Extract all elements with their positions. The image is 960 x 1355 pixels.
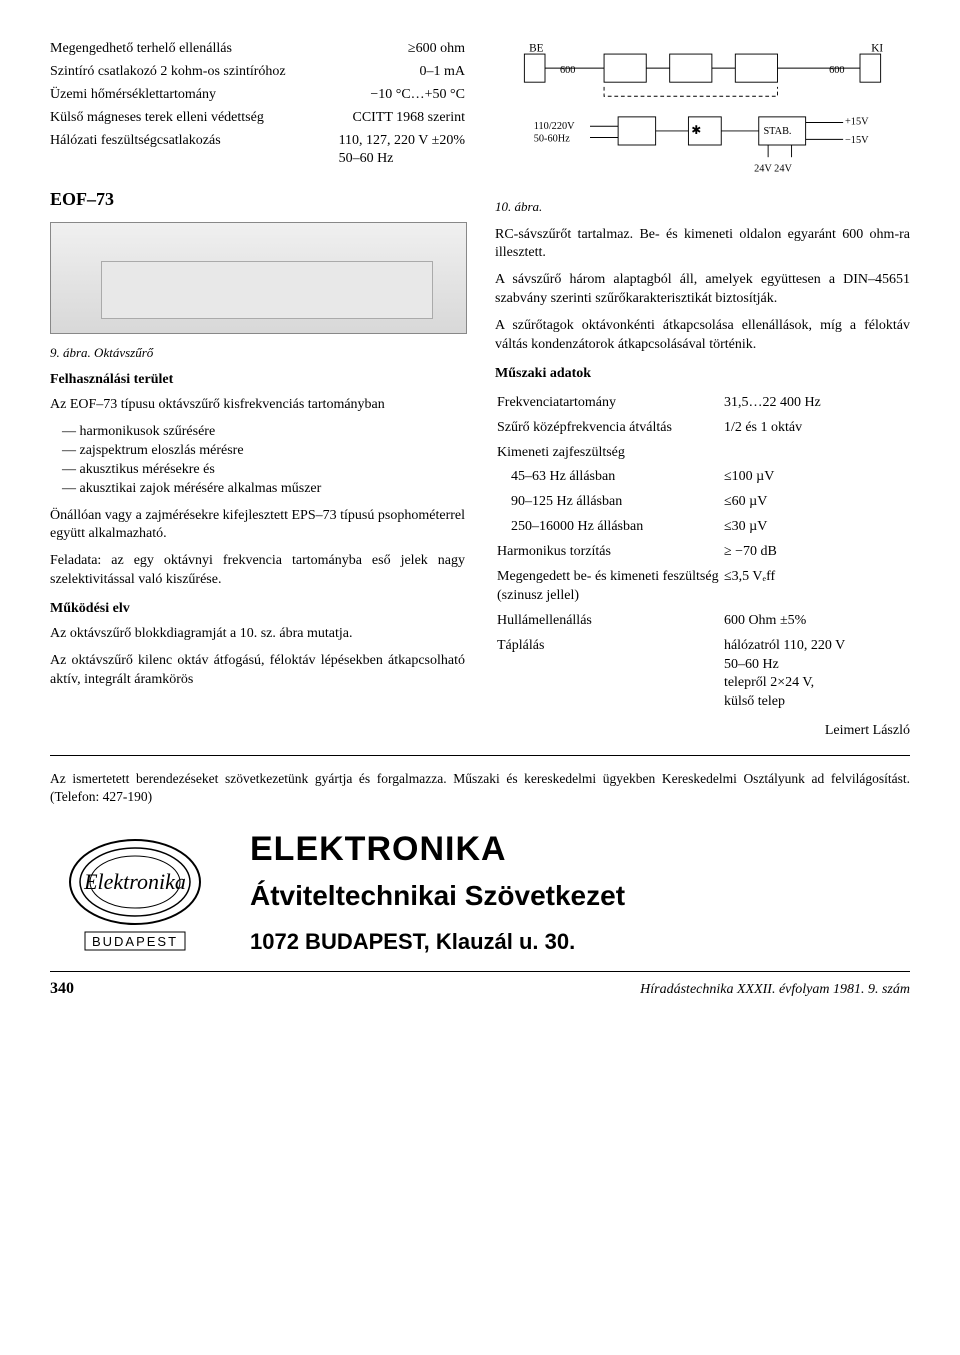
spec-key: 90–125 Hz állásban — [497, 491, 722, 514]
figure-caption: 9. ábra. Oktávszűrő — [50, 344, 465, 362]
section-heading: Működési elv — [50, 600, 465, 619]
paragraph: Feladata: az egy oktávnyi frekvencia tar… — [50, 552, 465, 590]
paragraph: Az oktávszűrő kilenc oktáv átfogású, fél… — [50, 652, 465, 690]
spec-key: 250–16000 Hz állásban — [497, 516, 722, 539]
label-600r: 600 — [829, 65, 844, 76]
logo-city: BUDAPEST — [92, 934, 178, 949]
spec-key: Frekvenciatartomány — [497, 392, 722, 415]
spec-key: 45–63 Hz állásban — [497, 466, 722, 489]
ad-line1: ELEKTRONIKA — [250, 827, 625, 873]
spec-val: ≤30 µV — [724, 516, 908, 539]
label-stab: STAB. — [763, 126, 791, 137]
label-hz: 50-60Hz — [534, 133, 570, 144]
label-ki: KI — [871, 42, 883, 54]
spec-label: Szintíró csatlakozó 2 kohm-os szintíróho… — [50, 63, 410, 82]
label-be: BE — [529, 42, 544, 54]
spec-val: 1/2 és 1 oktáv — [724, 417, 908, 440]
section-heading: Felhasználási terület — [50, 371, 465, 390]
list-item: harmonikusok szűrésére — [62, 423, 465, 442]
spec-value: 0–1 mA — [410, 63, 466, 82]
spec-key: Harmonikus torzítás — [497, 541, 722, 564]
spec-key: Megengedett be- és kimeneti feszültség (… — [497, 566, 722, 608]
list-item: akusztikai zajok mérésére alkalmas műsze… — [62, 480, 465, 499]
spec-list: Megengedhető terhelő ellenállás≥600 ohm … — [50, 40, 465, 169]
spec-key: Hullámellenállás — [497, 610, 722, 633]
label-m15: −15V — [845, 135, 869, 146]
model-heading: EOF–73 — [50, 187, 465, 211]
spec-key: Szűrő középfrekvencia átváltás — [497, 417, 722, 440]
logo-icon: Elektronika BUDAPEST — [50, 827, 220, 957]
author-name: Leimert László — [495, 722, 910, 741]
divider — [50, 755, 910, 756]
ad-line3: 1072 BUDAPEST, Klauzál u. 30. — [250, 927, 625, 957]
ad-line2: Átviteltechnikai Szövetkezet — [250, 877, 625, 915]
list-item: zajspektrum eloszlás mérésre — [62, 442, 465, 461]
spec-value: CCITT 1968 szerint — [342, 109, 465, 128]
paragraph: Az oktávszűrő blokkdiagramját a 10. sz. … — [50, 625, 465, 644]
paragraph: RC-sávszűrőt tartalmaz. Be- és kimeneti … — [495, 226, 910, 264]
spec-val: 600 Ohm ±5% — [724, 610, 908, 633]
feature-list: harmonikusok szűrésére zajspektrum elosz… — [50, 423, 465, 499]
logo-script: Elektronika — [83, 869, 186, 894]
label-24v: 24V 24V — [754, 163, 792, 174]
page-number: 340 — [50, 978, 74, 1000]
device-photo — [50, 222, 467, 334]
spec-key: Kimeneti zajfeszültség — [497, 442, 722, 465]
spec-value: 110, 127, 220 V ±20% 50–60 Hz — [329, 132, 465, 170]
advertisement: Elektronika BUDAPEST ELEKTRONIKA Átvitel… — [50, 827, 910, 957]
spec-val: ≤100 µV — [724, 466, 908, 489]
spec-label: Üzemi hőmérséklettartomány — [50, 86, 360, 105]
spec-label: Megengedhető terhelő ellenállás — [50, 40, 398, 59]
spec-val: ≤3,5 Vₑff — [724, 566, 908, 608]
spec-key: Táplálás — [497, 635, 722, 715]
spec-label: Hálózati feszültségcsatlakozás — [50, 132, 329, 170]
spec-val: 31,5…22 400 Hz — [724, 392, 908, 415]
spec-val: ≤60 µV — [724, 491, 908, 514]
journal-ref: Híradástechnika XXXII. évfolyam 1981. 9.… — [640, 981, 910, 1000]
spec-value: ≥600 ohm — [398, 40, 465, 59]
spec-val: ≥ −70 dB — [724, 541, 908, 564]
block-diagram: BE KI 600 600 110/220V 50-60Hz — [495, 40, 910, 190]
spec-value: −10 °C…+50 °C — [360, 86, 465, 105]
label-in: 110/220V — [534, 121, 575, 132]
label-p15: +15V — [845, 116, 869, 127]
label-600l: 600 — [560, 65, 575, 76]
diode-icon: ✱ — [691, 123, 701, 137]
footer-note: Az ismertetett berendezéseket szövetkeze… — [50, 770, 910, 806]
spec-label: Külső mágneses terek elleni védettség — [50, 109, 342, 128]
paragraph: A szűrőtagok oktávonkénti átkapcsolása e… — [495, 317, 910, 355]
spec-val — [724, 442, 908, 465]
paragraph: Az EOF–73 típusu oktávszűrő kisfrekvenci… — [50, 396, 465, 415]
paragraph: A sávszűrő három alaptagból áll, amelyek… — [495, 271, 910, 309]
figure-caption: 10. ábra. — [495, 198, 910, 216]
tech-spec-table: Frekvenciatartomány31,5…22 400 Hz Szűrő … — [495, 390, 910, 716]
spec-val: hálózatról 110, 220 V 50–60 Hz telepről … — [724, 635, 908, 715]
section-heading: Műszaki adatok — [495, 365, 910, 384]
list-item: akusztikus mérésekre és — [62, 461, 465, 480]
paragraph: Önállóan vagy a zajmérésekre kifejleszte… — [50, 507, 465, 545]
